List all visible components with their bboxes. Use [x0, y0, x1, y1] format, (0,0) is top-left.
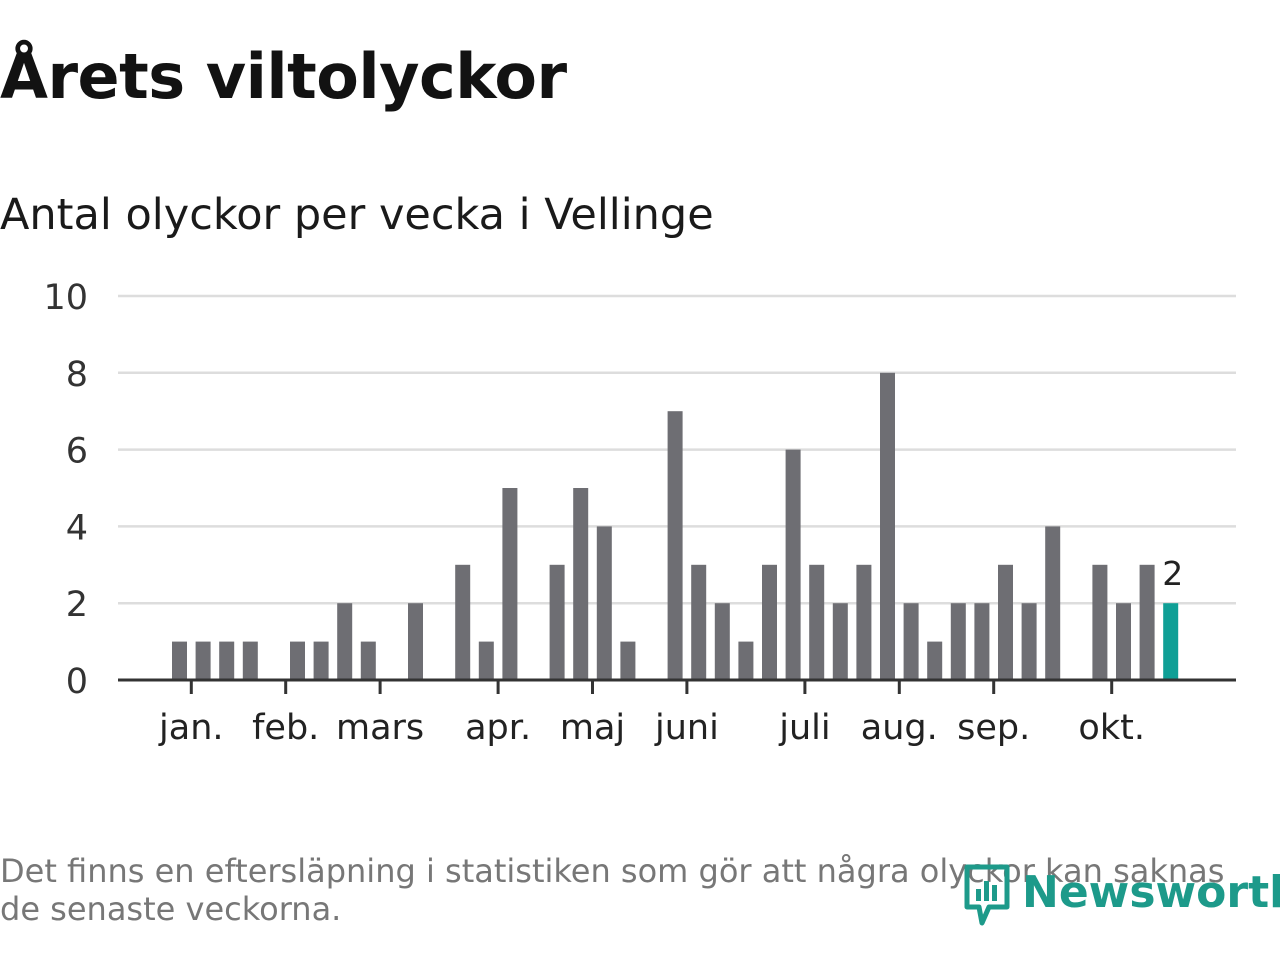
x-tick-label: sep.: [957, 708, 1030, 748]
bar-chart: 0 2 4 6 8 10 2 jan. feb. mars apr. maj juni juli aug. s…: [43, 278, 1236, 748]
bar: [998, 564, 1013, 680]
bar: [408, 603, 423, 680]
chart-title: Årets viltolyckor: [0, 40, 567, 113]
x-tick-label: aug.: [861, 708, 938, 748]
bar: [337, 603, 353, 680]
footnote: Det finns en eftersläpning i statistiken…: [0, 852, 1225, 928]
y-tick-label: 6: [66, 432, 88, 472]
x-tick-label: okt.: [1078, 708, 1145, 748]
y-tick-label: 4: [66, 508, 88, 548]
x-tick-label: apr.: [465, 708, 531, 748]
bar: [927, 641, 943, 680]
bar: [832, 603, 848, 680]
bar: [596, 526, 612, 680]
bar: [667, 411, 683, 680]
x-tick-label: juli: [778, 708, 830, 748]
bar: [1116, 603, 1131, 680]
bar: [549, 564, 565, 680]
bar: [172, 641, 187, 680]
x-tick-label: feb.: [252, 708, 319, 748]
x-tick-label: mars: [336, 708, 424, 748]
y-tick-label: 0: [66, 662, 88, 702]
data-label: 2: [1162, 554, 1183, 593]
bar: [738, 641, 754, 680]
y-tick-label: 2: [66, 585, 88, 625]
bar: [360, 641, 376, 680]
bar: [1139, 564, 1155, 680]
chart-subtitle: Antal olyckor per vecka i Vellinge: [0, 190, 714, 240]
bar: [950, 603, 966, 680]
x-tick-label: juni: [654, 708, 719, 748]
bar: [1045, 526, 1061, 680]
newsworthy-logo-icon: [964, 864, 1010, 926]
bar: [714, 603, 730, 680]
brand-logo: Newsworthy: [962, 856, 1280, 928]
bar: [691, 564, 707, 680]
bar: [502, 488, 518, 680]
bar: [785, 449, 801, 680]
y-tick-label: 8: [66, 355, 88, 395]
brand-name: Newsworthy: [1022, 866, 1280, 918]
bar: [903, 603, 919, 680]
bar: [573, 488, 589, 680]
bar: [1021, 603, 1037, 680]
bar: [762, 564, 777, 680]
bar: [974, 603, 990, 680]
y-tick-label: 10: [43, 278, 88, 318]
bar: [809, 564, 825, 680]
bar: [242, 641, 258, 680]
bar: [195, 641, 211, 680]
bar: [313, 641, 329, 680]
bar: [290, 641, 305, 680]
x-tick-label: maj: [560, 708, 625, 748]
bar: [219, 641, 235, 680]
bar: [455, 564, 471, 680]
x-tick-label: jan.: [158, 708, 223, 748]
bar: [1092, 564, 1108, 680]
bar: [880, 372, 895, 680]
bar-highlight: [1163, 603, 1179, 680]
bar: [478, 641, 494, 680]
bar: [620, 641, 636, 680]
bar: [856, 564, 872, 680]
